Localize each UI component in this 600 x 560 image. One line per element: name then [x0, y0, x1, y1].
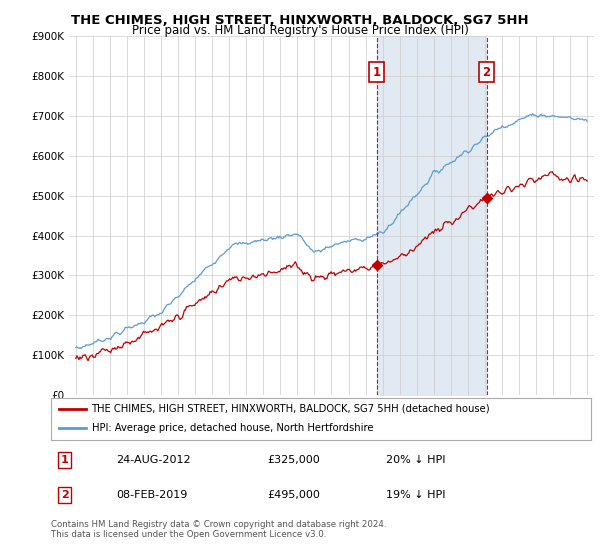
Text: 2: 2 — [482, 66, 491, 79]
Text: 24-AUG-2012: 24-AUG-2012 — [116, 455, 190, 465]
Text: 1: 1 — [373, 66, 381, 79]
Text: Price paid vs. HM Land Registry's House Price Index (HPI): Price paid vs. HM Land Registry's House … — [131, 24, 469, 37]
Text: £325,000: £325,000 — [267, 455, 320, 465]
Text: HPI: Average price, detached house, North Hertfordshire: HPI: Average price, detached house, Nort… — [91, 423, 373, 433]
Text: 1: 1 — [61, 455, 68, 465]
Text: 19% ↓ HPI: 19% ↓ HPI — [386, 490, 445, 500]
Text: 20% ↓ HPI: 20% ↓ HPI — [386, 455, 445, 465]
Text: Contains HM Land Registry data © Crown copyright and database right 2024.
This d: Contains HM Land Registry data © Crown c… — [51, 520, 386, 539]
Text: 08-FEB-2019: 08-FEB-2019 — [116, 490, 187, 500]
Text: 2: 2 — [61, 490, 68, 500]
Text: THE CHIMES, HIGH STREET, HINXWORTH, BALDOCK, SG7 5HH (detached house): THE CHIMES, HIGH STREET, HINXWORTH, BALD… — [91, 404, 490, 414]
Text: THE CHIMES, HIGH STREET, HINXWORTH, BALDOCK, SG7 5HH: THE CHIMES, HIGH STREET, HINXWORTH, BALD… — [71, 14, 529, 27]
Text: £495,000: £495,000 — [267, 490, 320, 500]
